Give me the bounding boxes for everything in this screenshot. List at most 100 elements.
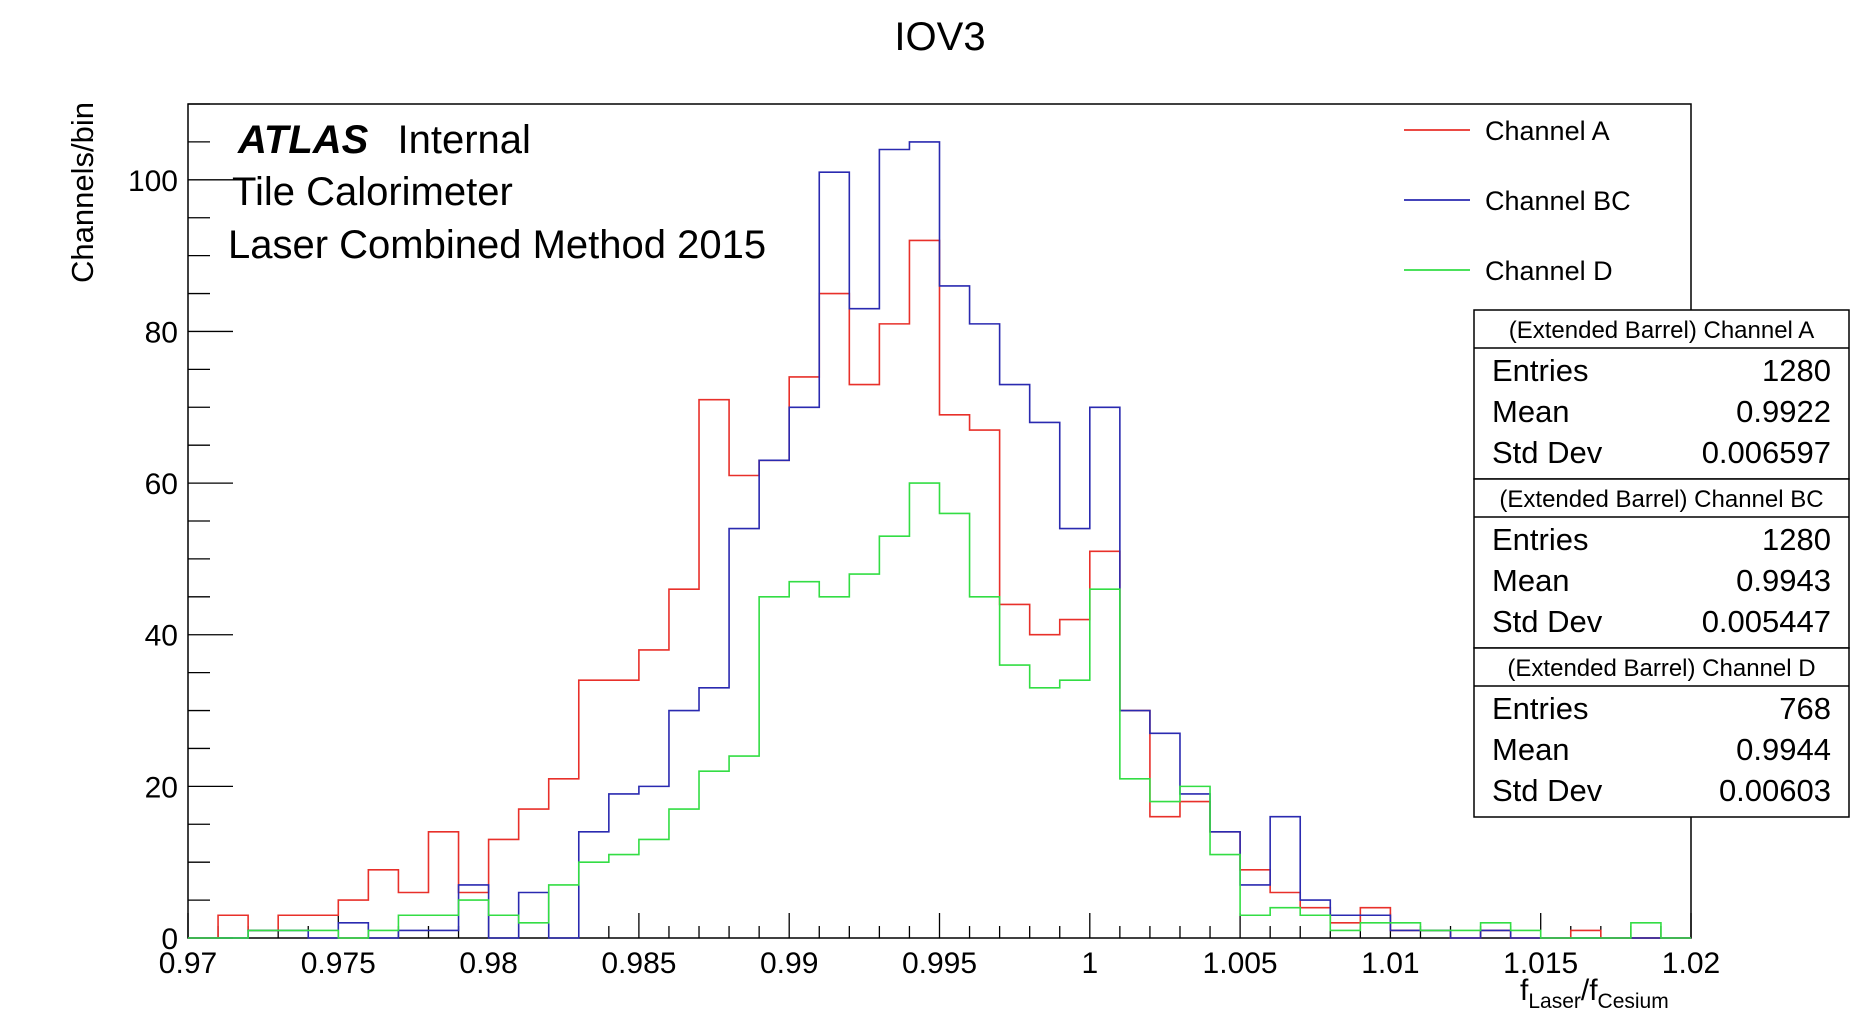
x-axis: 0.97 0.975 0.98 0.985 0.99 0.995 1 1.005 1.01 1.0…: [159, 913, 1720, 980]
stats-row-label: Entries: [1492, 353, 1588, 388]
histogram-bin: [879, 536, 909, 938]
x-axis-title-main: f: [1520, 974, 1529, 1007]
stats-row-label: Std Dev: [1492, 604, 1603, 639]
histogram-bin: [1150, 802, 1180, 938]
legend-item: Channel BC: [1404, 186, 1631, 216]
stats-row-value: 0.005447: [1702, 604, 1831, 639]
histogram-bin: [428, 915, 458, 938]
histogram-bin: [1420, 930, 1450, 938]
histogram-bin: [1360, 923, 1390, 938]
y-tick-label: 60: [145, 468, 178, 501]
histogram-bin: [398, 915, 428, 938]
x-axis-title-sub1: Laser: [1528, 990, 1581, 1013]
y-tick-label: 0: [161, 923, 178, 956]
x-tick-label: 1.01: [1361, 947, 1419, 980]
histogram-bin: [1451, 930, 1481, 938]
histogram-bin: [549, 885, 579, 938]
series-channel-d: [188, 482, 1691, 939]
series-channel-bc: [188, 141, 1691, 939]
histogram-bin: [579, 862, 609, 938]
histogram-bin: [489, 915, 519, 938]
x-tick-label: 0.99: [760, 947, 818, 980]
stats-row-value: 0.006597: [1702, 435, 1831, 470]
histogram-bin: [789, 582, 819, 938]
atlas-label: ATLAS Internal Tile Calorimeter Laser Co…: [228, 118, 766, 267]
x-axis-title-slash: /f: [1581, 974, 1598, 1007]
atlas-label-bold: ATLAS: [237, 118, 369, 162]
y-axis: 0 20 40 60 80 100: [128, 103, 233, 956]
x-axis-title-sub2: Cesium: [1598, 990, 1669, 1013]
histogram-bin: [729, 756, 759, 938]
histogram-bin: [849, 574, 879, 938]
atlas-line2: Tile Calorimeter: [232, 170, 513, 214]
histogram-bin: [1090, 589, 1120, 938]
histogram-bin: [759, 597, 789, 938]
x-tick-label: 0.995: [902, 947, 977, 980]
x-tick-label: 1.015: [1503, 947, 1578, 980]
stats-box-title: (Extended Barrel) Channel A: [1509, 317, 1815, 344]
stats-row-value: 0.9943: [1736, 563, 1831, 598]
stats-row-label: Mean: [1492, 732, 1570, 767]
series-line: [188, 141, 1691, 939]
y-tick-label: 100: [128, 165, 178, 198]
histogram-bin: [639, 839, 669, 938]
stats-row-label: Entries: [1492, 691, 1588, 726]
series-line: [188, 482, 1691, 939]
x-tick-label: 0.985: [601, 947, 676, 980]
stats-row-label: Std Dev: [1492, 435, 1603, 470]
x-axis-title: fLaser/fCesium: [1520, 974, 1669, 1013]
histogram-bin: [699, 771, 729, 938]
histogram-bin: [669, 809, 699, 938]
stats-row-value: 768: [1779, 691, 1831, 726]
stats-box: (Extended Barrel) Channel D Entries 768 Mea…: [1473, 647, 1850, 818]
y-tick-label: 20: [145, 771, 178, 804]
histogram-bin: [1180, 786, 1210, 938]
y-axis-title: Channels/bin: [65, 102, 100, 283]
y-tick-label: 80: [145, 316, 178, 349]
chart-title: IOV3: [894, 15, 985, 59]
legend-label: Channel BC: [1485, 186, 1631, 216]
x-tick-label: 1.005: [1203, 947, 1278, 980]
stats-box-title: (Extended Barrel) Channel D: [1507, 655, 1815, 682]
stats-panel: (Extended Barrel) Channel A Entries 1280 Me…: [1473, 309, 1850, 818]
histogram-bin: [368, 870, 398, 938]
histogram-bin: [1240, 915, 1270, 938]
stats-box-frame: [1473, 478, 1850, 649]
histogram-bin: [218, 915, 248, 938]
histogram-bin: [909, 483, 939, 938]
histogram-bin: [1631, 923, 1661, 938]
legend: Channel A Channel BC Channel D: [1404, 116, 1631, 286]
x-tick-label: 1.02: [1662, 947, 1720, 980]
histogram-bin: [819, 597, 849, 938]
stats-row-value: 1280: [1762, 353, 1831, 388]
legend-label: Channel A: [1485, 116, 1610, 146]
histogram-bin: [1210, 855, 1240, 938]
x-tick-label: 1: [1081, 947, 1098, 980]
stats-row-label: Mean: [1492, 394, 1570, 429]
histogram-bin: [248, 930, 278, 938]
histogram-bin: [1030, 688, 1060, 938]
x-tick-label: 0.98: [459, 947, 517, 980]
stats-row-value: 1280: [1762, 522, 1831, 557]
stats-row-label: Mean: [1492, 563, 1570, 598]
histogram-bin: [1330, 930, 1360, 938]
histogram-bin: [1270, 908, 1300, 938]
histogram-bin: [308, 930, 338, 938]
series-layer: [188, 141, 1691, 939]
histogram-bin: [1571, 930, 1601, 938]
histogram-bin: [368, 930, 398, 938]
histogram-bin: [519, 923, 549, 938]
histogram-bin: [1481, 923, 1511, 938]
stats-box: (Extended Barrel) Channel BC Entries 1280 M…: [1473, 478, 1850, 649]
atlas-status: Internal: [397, 118, 530, 162]
y-tick-label: 40: [145, 620, 178, 653]
stats-row-label: Std Dev: [1492, 773, 1603, 808]
histogram-bin: [1120, 779, 1150, 938]
histogram-bin: [459, 900, 489, 938]
histogram-bin: [1300, 915, 1330, 938]
legend-item: Channel D: [1404, 256, 1613, 286]
stats-row-value: 0.9922: [1736, 394, 1831, 429]
stats-box-frame: [1473, 647, 1850, 818]
stats-box: (Extended Barrel) Channel A Entries 1280 Me…: [1473, 309, 1850, 480]
